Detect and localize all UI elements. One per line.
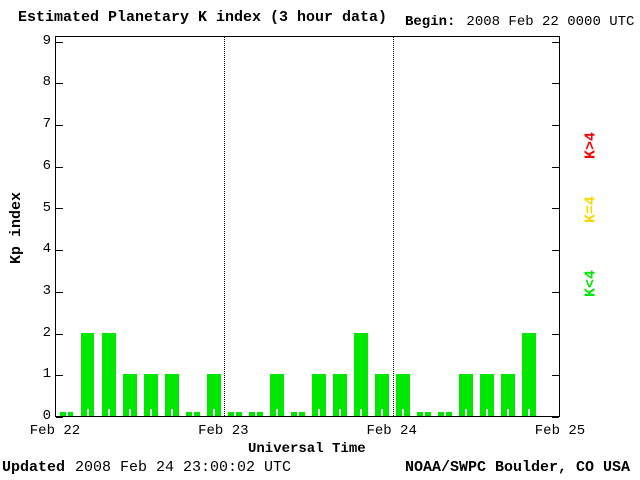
kp-bar [354, 333, 369, 416]
updated-value: 2008 Feb 24 23:00:02 UTC [75, 459, 292, 476]
updated-timestamp: Updated 2008 Feb 24 23:00:02 UTC [2, 459, 291, 476]
bar-base-tick [86, 409, 89, 416]
bar-base-tick [423, 409, 426, 416]
kp-bar [164, 374, 179, 416]
x-tick-label: Feb 25 [534, 423, 586, 439]
x-tick-label: Feb 24 [366, 423, 417, 439]
kp-bar [227, 409, 242, 416]
y-axis-tick [56, 334, 63, 335]
y-tick-label: 8 [42, 74, 51, 91]
kp-bar [396, 374, 411, 416]
legend-item: K=4 [582, 196, 600, 224]
y-axis-tick [56, 417, 63, 418]
y-tick-label: 0 [42, 408, 51, 424]
begin-timestamp: Begin: 2008 Feb 22 0000 UTC [405, 14, 634, 30]
y-axis-tick [552, 292, 559, 293]
bar-base-tick [212, 409, 215, 416]
x-axis-title: Universal Time [248, 441, 366, 457]
kp-bar [438, 409, 453, 416]
y-axis-tick [552, 375, 559, 376]
bar-base-tick [275, 409, 278, 416]
kp-bar [480, 374, 495, 416]
credit-text: NOAA/SWPC Boulder, CO USA [405, 459, 631, 476]
y-axis-tick [56, 83, 63, 84]
bar-base-tick [191, 409, 194, 416]
y-tick-label: 2 [42, 324, 51, 341]
y-axis-tick [56, 167, 63, 168]
kp-bar [459, 374, 474, 416]
bar-base-tick [254, 409, 257, 416]
bar-base-tick [444, 409, 447, 416]
y-axis-tick [56, 125, 63, 126]
y-tick-label: 6 [42, 157, 51, 174]
kp-bar [101, 333, 116, 416]
y-axis-tick [56, 208, 63, 209]
legend-item: K<4 [582, 270, 600, 298]
kp-bar [333, 374, 347, 416]
y-axis-tick [56, 250, 63, 251]
bar-base-tick [528, 409, 531, 416]
kp-bar [417, 409, 432, 416]
plot-area [55, 36, 560, 418]
bar-base-tick [507, 409, 510, 416]
y-axis-tick [552, 167, 559, 168]
x-tick-label: Feb 23 [198, 423, 249, 439]
kp-bar [501, 374, 516, 416]
bar-base-tick [465, 409, 468, 416]
y-axis-title: Kp index [7, 192, 25, 265]
updated-label: Updated [2, 459, 66, 476]
bar-base-tick [128, 409, 131, 416]
y-axis-tick [552, 417, 559, 418]
y-axis-tick [56, 42, 63, 43]
kp-bar [185, 409, 200, 416]
day-boundary-gridline [392, 37, 394, 416]
day-boundary-gridline [224, 37, 226, 416]
kp-bar [291, 409, 305, 416]
y-tick-label: 7 [42, 116, 51, 133]
legend-item: K>4 [582, 132, 600, 160]
bar-base-tick [381, 409, 384, 416]
kp-bar [269, 374, 284, 416]
bar-base-tick [149, 409, 152, 416]
kp-bar [122, 374, 137, 416]
bar-base-tick [296, 409, 299, 416]
y-axis-tick [552, 125, 559, 126]
y-axis-tick [552, 334, 559, 335]
begin-value: 2008 Feb 22 0000 UTC [466, 14, 635, 30]
bar-base-tick [65, 409, 68, 416]
bar-base-tick [339, 409, 342, 416]
y-axis-tick [56, 375, 63, 376]
kp-bar [206, 374, 221, 416]
bar-base-tick [233, 409, 236, 416]
kp-bar [80, 333, 95, 416]
y-tick-label: 3 [42, 282, 51, 299]
bar-base-tick [360, 409, 363, 416]
chart-title: Estimated Planetary K index (3 hour data… [18, 9, 388, 26]
bar-base-tick [107, 409, 110, 416]
bar-base-tick [402, 409, 405, 416]
y-axis-tick [56, 292, 63, 293]
bar-base-tick [318, 409, 320, 416]
kp-bar [143, 374, 158, 416]
kp-bar [522, 333, 537, 416]
y-axis-tick [552, 208, 559, 209]
bar-base-tick [170, 409, 173, 416]
kp-bar [248, 409, 263, 416]
kp-bar [375, 374, 390, 416]
y-tick-label: 9 [42, 32, 51, 49]
y-tick-label: 1 [42, 366, 51, 383]
x-tick-label: Feb 22 [29, 423, 81, 439]
y-axis-tick [552, 83, 559, 84]
y-tick-label: 4 [42, 241, 51, 258]
y-axis-tick [552, 42, 559, 43]
begin-label: Begin: [405, 14, 456, 30]
y-axis-tick [552, 250, 559, 251]
bar-base-tick [486, 409, 489, 416]
kp-bar [59, 409, 74, 416]
y-tick-label: 5 [42, 199, 51, 216]
kp-bar [312, 374, 326, 416]
